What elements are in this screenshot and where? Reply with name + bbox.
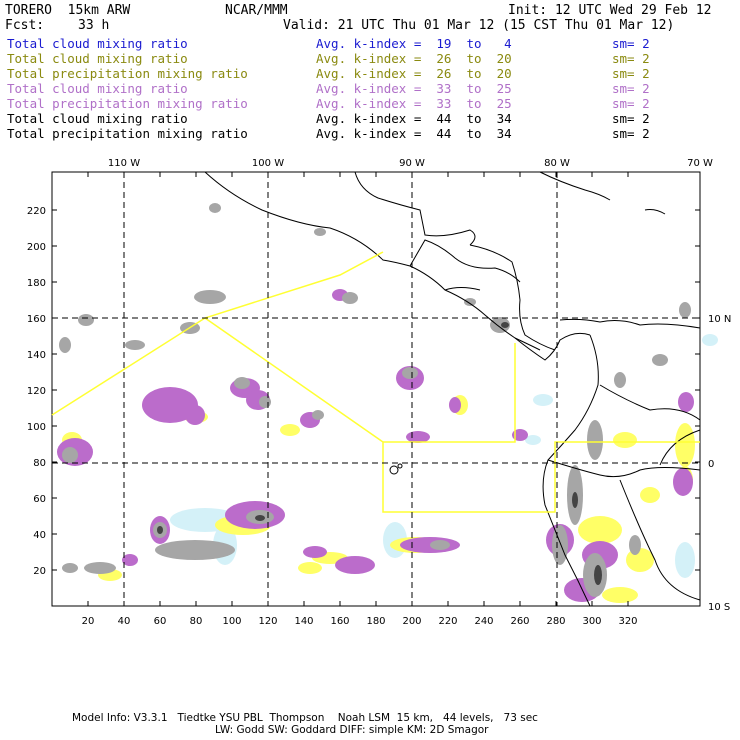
tick-label: 180 [366, 616, 385, 627]
legend-field: Total cloud mixing ratio [7, 81, 188, 96]
legend-field: Total cloud mixing ratio [7, 111, 188, 126]
legend-field: Total cloud mixing ratio [7, 51, 188, 66]
legend-kindex: Avg. k-index = 19 to 4 [316, 36, 512, 51]
tick-label: 10 N [708, 314, 731, 325]
tick-label: 120 [27, 386, 46, 397]
model-info-line2: LW: Godd SW: Goddard DIFF: simple KM: 2D… [215, 724, 489, 736]
tick-label: 0 [708, 459, 714, 470]
domain-boxes [51, 251, 700, 513]
tick-label: 320 [618, 616, 637, 627]
tick-label: 200 [27, 242, 46, 253]
legend-kindex: Avg. k-index = 44 to 34 [316, 126, 512, 141]
legend-field: Total cloud mixing ratio [7, 36, 188, 51]
fcst-value: 33 h [78, 18, 110, 33]
tick-label: 200 [402, 616, 421, 627]
legend-sm: sm= 2 [612, 36, 650, 51]
tick-label: 20 [82, 616, 95, 627]
tick-label: 40 [118, 616, 131, 627]
model-info-line1: Model Info: V3.3.1 Tiedtke YSU PBL Thomp… [72, 712, 538, 724]
tick-label: 40 [33, 530, 46, 541]
tick-label: 260 [510, 616, 529, 627]
legend-kindex: Avg. k-index = 26 to 20 [316, 51, 512, 66]
tick-label: 60 [33, 494, 46, 505]
tick-label: 60 [154, 616, 167, 627]
legend-kindex: Avg. k-index = 26 to 20 [316, 66, 512, 81]
tick-label: 220 [438, 616, 457, 627]
org-label: NCAR/MMM [225, 3, 288, 18]
tick-label: 70 W [687, 158, 713, 169]
lat-lon-grid [52, 172, 700, 606]
tick-label: 180 [27, 278, 46, 289]
legend-field: Total precipitation mixing ratio [7, 126, 248, 141]
tick-label: 10 S [708, 602, 730, 613]
tick-label: 160 [330, 616, 349, 627]
legend-sm: sm= 2 [612, 66, 650, 81]
axis-ticks [52, 172, 700, 606]
tick-label: 110 W [108, 158, 140, 169]
legend-kindex: Avg. k-index = 33 to 25 [316, 96, 512, 111]
legend-field: Total precipitation mixing ratio [7, 96, 248, 111]
tick-label: 300 [582, 616, 601, 627]
legend-kindex: Avg. k-index = 33 to 25 [316, 81, 512, 96]
tick-label: 20 [33, 566, 46, 577]
tick-label: 160 [27, 314, 46, 325]
tick-label: 80 W [544, 158, 570, 169]
legend-kindex: Avg. k-index = 44 to 34 [316, 111, 512, 126]
fcst-label: Fcst: [5, 18, 45, 33]
coastlines [204, 171, 701, 607]
legend-sm: sm= 2 [612, 96, 650, 111]
tick-label: 90 W [399, 158, 425, 169]
legend-sm: sm= 2 [612, 51, 650, 66]
cloud-dark-cores [157, 322, 602, 585]
tick-label: 80 [190, 616, 203, 627]
init-time: Init: 12 UTC Wed 29 Feb 12 [508, 3, 712, 18]
valid-time: Valid: 21 UTC Thu 01 Mar 12 (15 CST Thu … [283, 18, 675, 33]
tick-label: 100 [27, 422, 46, 433]
tick-label: 80 [33, 458, 46, 469]
tick-label: 240 [474, 616, 493, 627]
legend-sm: sm= 2 [612, 81, 650, 96]
tick-label: 280 [546, 616, 565, 627]
legend-sm: sm= 2 [612, 111, 650, 126]
tick-label: 100 [222, 616, 241, 627]
legend-field: Total precipitation mixing ratio [7, 66, 248, 81]
axis-tick-labels: 20 40 60 80 100 120 140 160 180 200 220 240 260 280 30… [27, 158, 731, 627]
tick-label: 120 [258, 616, 277, 627]
tick-label: 140 [27, 350, 46, 361]
model-title: TORERO 15km ARW [5, 3, 131, 18]
tick-label: 100 W [252, 158, 284, 169]
tick-label: 140 [294, 616, 313, 627]
legend-sm: sm= 2 [612, 126, 650, 141]
tick-label: 220 [27, 206, 46, 217]
